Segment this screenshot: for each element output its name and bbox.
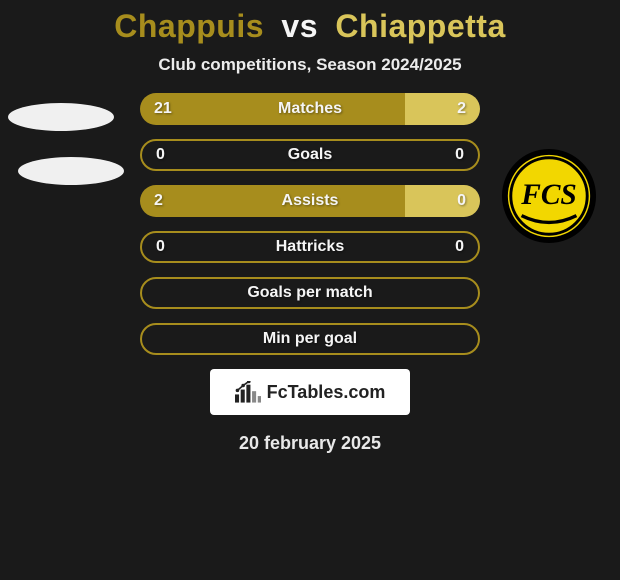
chart-area: FCS 21 2 Matches 0 0 Goals 2 0 Assists 0 0 Hattrick… <box>0 93 620 355</box>
stat-bar-right-value: 0 <box>457 192 466 210</box>
stat-bars: 21 2 Matches 0 0 Goals 2 0 Assists 0 0 Hattricks Goa… <box>140 93 480 355</box>
vs-text: vs <box>281 8 318 44</box>
stat-bar-row: 0 0 Goals <box>140 139 480 171</box>
date-text: 20 february 2025 <box>0 433 620 454</box>
stat-bar-label: Goals <box>288 146 332 164</box>
stat-bar-left-fill <box>140 93 405 125</box>
club-badge-icon: FCS <box>500 147 598 245</box>
stat-bar-row: Goals per match <box>140 277 480 309</box>
fctables-badge: FcTables.com <box>210 369 410 415</box>
subtitle: Club competitions, Season 2024/2025 <box>0 55 620 75</box>
club-logo: FCS <box>500 147 598 245</box>
stat-bar-left-value: 21 <box>154 100 172 118</box>
placeholder-ellipse-1 <box>8 103 114 131</box>
stat-bar-right-value: 0 <box>455 238 464 256</box>
fctables-icon <box>235 381 261 403</box>
stat-bar-row: Min per goal <box>140 323 480 355</box>
stat-bar-label: Assists <box>282 192 339 210</box>
stat-bar-row: 21 2 Matches <box>140 93 480 125</box>
player2-name: Chiappetta <box>335 8 505 44</box>
stat-bar-label: Goals per match <box>247 284 372 302</box>
stat-bar-label: Hattricks <box>276 238 344 256</box>
stat-bar-right-fill <box>405 93 480 125</box>
player1-name: Chappuis <box>114 8 264 44</box>
stat-bar-left-value: 2 <box>154 192 163 210</box>
stat-bar-left-value: 0 <box>156 146 165 164</box>
placeholder-ellipse-2 <box>18 157 124 185</box>
stat-bar-row: 2 0 Assists <box>140 185 480 217</box>
stat-bar-left-fill <box>140 185 405 217</box>
infographic-container: Chappuis vs Chiappetta Club competitions… <box>0 0 620 454</box>
stat-bar-left-value: 0 <box>156 238 165 256</box>
stat-bar-label: Matches <box>278 100 342 118</box>
stat-bar-right-value: 0 <box>455 146 464 164</box>
svg-text:FCS: FCS <box>520 179 577 211</box>
page-title: Chappuis vs Chiappetta <box>0 8 620 45</box>
fctables-text: FcTables.com <box>267 382 386 403</box>
stat-bar-right-value: 2 <box>457 100 466 118</box>
stat-bar-right-fill <box>405 185 480 217</box>
stat-bar-label: Min per goal <box>263 330 357 348</box>
stat-bar-row: 0 0 Hattricks <box>140 231 480 263</box>
